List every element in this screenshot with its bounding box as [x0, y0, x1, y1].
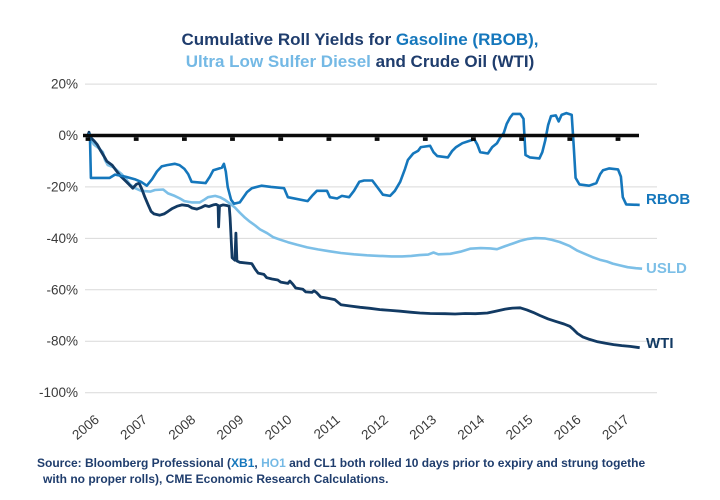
chart-title: Cumulative Roll Yields for Gasoline (RBO… [0, 29, 720, 73]
x-axis-tick [422, 137, 428, 141]
wti-label: WTI [646, 335, 674, 352]
x-axis-label: 2012 [358, 412, 391, 443]
x-axis-label: 2011 [311, 412, 343, 442]
x-axis-label: 2013 [407, 412, 440, 443]
source-text-cont: and CL1 both rolled 10 days prior to exp… [285, 456, 646, 470]
title-segment-dark2: and Crude Oil (WTI) [370, 52, 535, 71]
x-axis-label: 2016 [551, 412, 584, 443]
y-axis-label: -100% [39, 385, 78, 400]
x-axis-tick [133, 137, 139, 141]
rbob-label: RBOB [646, 191, 690, 208]
x-axis-label: 2008 [166, 412, 199, 443]
source-note: Source: Bloomberg Professional (XB1, HO1… [37, 456, 707, 487]
y-axis-label: -20% [46, 179, 78, 194]
x-axis-tick [85, 137, 91, 141]
y-axis-label: -60% [46, 282, 78, 297]
x-axis-label: 2010 [262, 412, 295, 443]
source-sep: , [254, 456, 262, 470]
title-segment-usld: Ultra Low Sulfer Diesel [185, 52, 371, 71]
y-axis-label: 20% [51, 77, 78, 92]
x-axis-tick [374, 137, 380, 141]
x-axis-label: 2017 [599, 412, 632, 443]
y-axis-label: 0% [58, 128, 78, 143]
rbob-line [88, 111, 640, 207]
x-axis-tick [471, 137, 476, 141]
x-axis-tick [615, 137, 621, 141]
source-line2: with no proper rolls), CME Economic Rese… [43, 471, 389, 486]
x-axis-tick [519, 137, 524, 141]
x-axis-label: 2009 [214, 412, 247, 443]
y-axis-label: -40% [46, 231, 78, 246]
x-axis-tick [278, 137, 284, 141]
title-segment-dark1: Cumulative Roll Yields for [181, 30, 396, 49]
x-axis-label: 2015 [503, 412, 536, 443]
x-axis-tick [230, 137, 235, 141]
chart-title-line1: Cumulative Roll Yields for Gasoline (RBO… [0, 29, 720, 51]
x-axis-label: 2014 [455, 412, 488, 443]
usld-label: USLD [646, 260, 687, 277]
wti-line [86, 130, 640, 350]
source-line1: Source: Bloomberg Professional (XB1, HO1… [37, 456, 707, 472]
x-axis-tick [182, 137, 187, 141]
source-xb1: XB1 [231, 456, 255, 470]
title-segment-rbob: Gasoline (RBOB), [395, 30, 539, 49]
usld-line [86, 134, 643, 270]
y-axis-label: -80% [46, 334, 78, 349]
x-axis-label: 2007 [117, 412, 150, 443]
x-axis-tick [567, 137, 573, 141]
chart-title-line2: Ultra Low Sulfer Diesel and Crude Oil (W… [0, 51, 720, 73]
x-axis-tick [326, 137, 332, 141]
source-ho1: HO1 [261, 456, 286, 470]
source-text: Source: Bloomberg Professional ( [37, 456, 232, 470]
x-axis-label: 2006 [69, 412, 102, 443]
